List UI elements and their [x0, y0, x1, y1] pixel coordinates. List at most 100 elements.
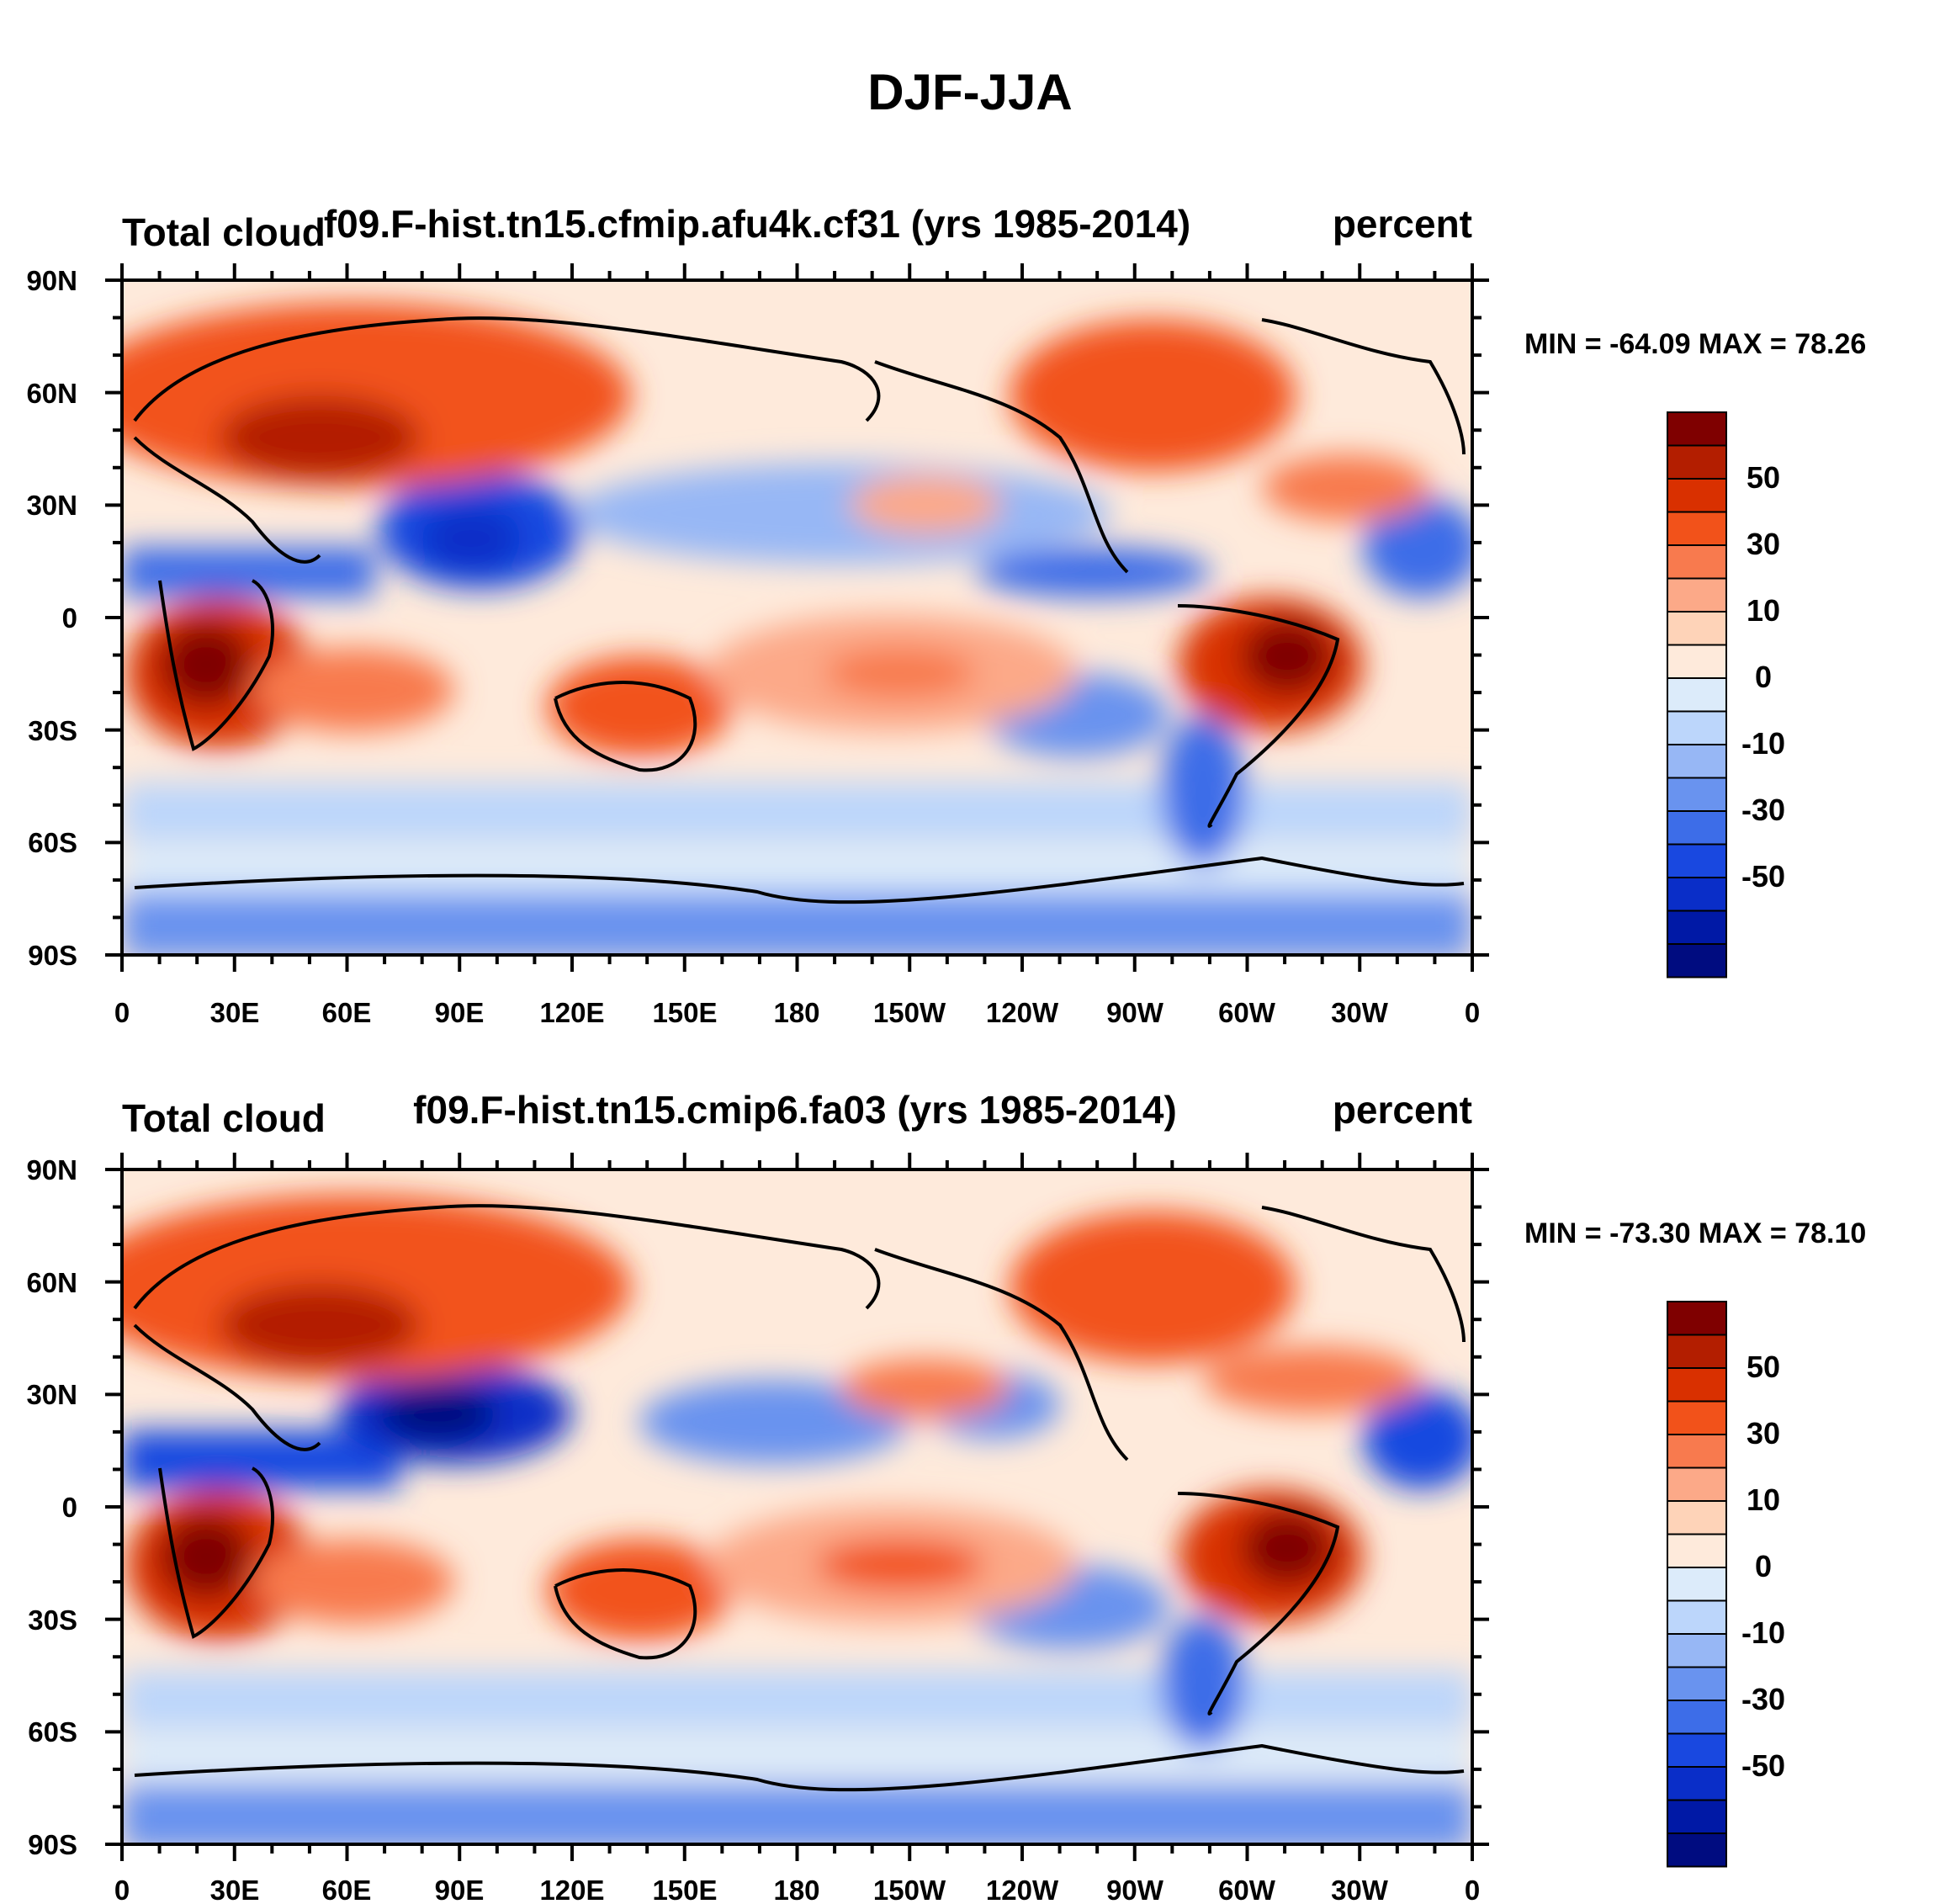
colorbar-swatch [1667, 478, 1727, 513]
panel-1-colorbar [1667, 411, 1727, 979]
colorbar-swatch [1667, 644, 1727, 679]
lat-label: 30S [28, 715, 77, 746]
colorbar-swatch [1667, 677, 1727, 713]
colorbar-swatch [1667, 910, 1727, 945]
colorbar-swatch [1667, 943, 1727, 979]
lat-label: 30S [28, 1604, 77, 1636]
colorbar-swatch [1667, 611, 1727, 646]
lon-label: 180 [773, 997, 819, 1028]
lon-label: 90W [1106, 1875, 1164, 1904]
lat-label: 60S [28, 1716, 77, 1748]
colorbar-swatch [1667, 444, 1727, 480]
lat-label: 0 [62, 602, 77, 634]
lon-label: 30W [1331, 997, 1389, 1028]
colorbar-swatch [1667, 411, 1727, 447]
lat-label: 90N [26, 1154, 77, 1185]
lon-label: 120W [986, 997, 1059, 1028]
lon-label: 30E [210, 997, 260, 1028]
colorbar-swatch [1667, 744, 1727, 779]
figure-title: DJF-JJA [867, 64, 1072, 120]
lon-label: 120E [539, 997, 604, 1028]
panel-2-stats: MIN = -73.30 MAX = 78.10 [1524, 1217, 1866, 1249]
colorbar-swatch [1667, 710, 1727, 745]
panel-1-lat-ticks [105, 278, 1489, 957]
panel-1-left-title: Total cloud [122, 210, 326, 254]
colorbar-swatch [1667, 1400, 1727, 1435]
panel-2-lon-ticks [120, 1153, 1474, 1861]
panel-1-center-title: f09.F-hist.tn15.cfmip.afu4k.cf31 (yrs 19… [324, 202, 1190, 246]
panel-1-coastlines [133, 316, 1466, 904]
colorbar-label: 50 [1747, 460, 1780, 495]
colorbar-swatch [1667, 1700, 1727, 1735]
colorbar-swatch [1667, 511, 1727, 546]
colorbar-label: 10 [1747, 1482, 1780, 1517]
panel-1-right-title: percent [1333, 202, 1472, 246]
lon-label: 60W [1218, 997, 1276, 1028]
colorbar-label: -50 [1741, 1748, 1785, 1783]
colorbar-swatch [1667, 1500, 1727, 1535]
colorbar-label: -50 [1741, 859, 1785, 894]
lon-label: 150E [652, 997, 717, 1028]
colorbar-swatch [1667, 1666, 1727, 1701]
lon-label: 150W [873, 997, 946, 1028]
colorbar-swatch [1667, 877, 1727, 912]
lat-label: 0 [62, 1492, 77, 1523]
colorbar-swatch [1667, 1633, 1727, 1668]
lon-label: 180 [773, 1875, 819, 1904]
colorbar-swatch [1667, 810, 1727, 846]
colorbar-swatch [1667, 777, 1727, 812]
colorbar-swatch [1667, 1832, 1727, 1868]
colorbar-swatch [1667, 544, 1727, 580]
colorbar-swatch [1667, 1334, 1727, 1369]
colorbar-swatch [1667, 577, 1727, 613]
lat-label: 90N [26, 265, 77, 296]
colorbar-label: 0 [1755, 660, 1772, 694]
map-panel-2: Total cloud f09.F-hist.tn15.cmip6.fa03 (… [26, 1088, 1866, 1904]
colorbar-label: -30 [1741, 1682, 1785, 1716]
colorbar-label: -10 [1741, 1615, 1785, 1650]
panel-2-right-title: percent [1333, 1088, 1472, 1132]
lat-label: 30N [26, 1379, 77, 1410]
panel-2-lat-ticks [105, 1168, 1489, 1846]
lat-label: 90S [28, 1829, 77, 1860]
lon-label: 90E [435, 1875, 485, 1904]
colorbar-swatch [1667, 1567, 1727, 1602]
colorbar-swatch [1667, 1301, 1727, 1336]
colorbar-label: 10 [1747, 593, 1780, 628]
panel-2-field [122, 1169, 1472, 1844]
map-panel-1: Total cloud f09.F-hist.tn15.cfmip.afu4k.… [26, 202, 1866, 1028]
colorbar-swatch [1667, 1732, 1727, 1768]
lat-label: 30N [26, 490, 77, 521]
panel-2-colorbar [1667, 1301, 1727, 1868]
lon-label: 90E [435, 997, 485, 1028]
colorbar-swatch [1667, 1599, 1727, 1635]
lon-label: 0 [114, 1875, 130, 1904]
lon-label: 0 [1465, 1875, 1480, 1904]
lat-label: 90S [28, 940, 77, 971]
lon-label: 150W [873, 1875, 946, 1904]
colorbar-label: -30 [1741, 793, 1785, 827]
panel-1-stats: MIN = -64.09 MAX = 78.26 [1524, 328, 1866, 360]
colorbar-label: 30 [1747, 1416, 1780, 1451]
colorbar-swatch [1667, 1367, 1727, 1403]
lon-label: 30E [210, 1875, 260, 1904]
colorbar-swatch [1667, 1766, 1727, 1801]
colorbar-swatch [1667, 1466, 1727, 1502]
lon-label: 120E [539, 1875, 604, 1904]
colorbar-swatch [1667, 1434, 1727, 1469]
lat-label: 60N [26, 1267, 77, 1298]
colorbar-swatch [1667, 1799, 1727, 1834]
lon-label: 60E [322, 1875, 372, 1904]
lon-label: 150E [652, 1875, 717, 1904]
panel-2-center-title: f09.F-hist.tn15.cmip6.fa03 (yrs 1985-201… [413, 1088, 1177, 1132]
colorbar-label: -10 [1741, 726, 1785, 761]
lat-label: 60S [28, 827, 77, 858]
panel-1-lon-ticks [120, 263, 1474, 972]
lon-label: 30W [1331, 1875, 1389, 1904]
panel-2-left-title: Total cloud [122, 1096, 326, 1140]
lon-label: 0 [114, 997, 130, 1028]
panel-2-coastlines [133, 1204, 1466, 1792]
lon-label: 90W [1106, 997, 1164, 1028]
colorbar-swatch [1667, 843, 1727, 878]
lon-label: 60W [1218, 1875, 1276, 1904]
